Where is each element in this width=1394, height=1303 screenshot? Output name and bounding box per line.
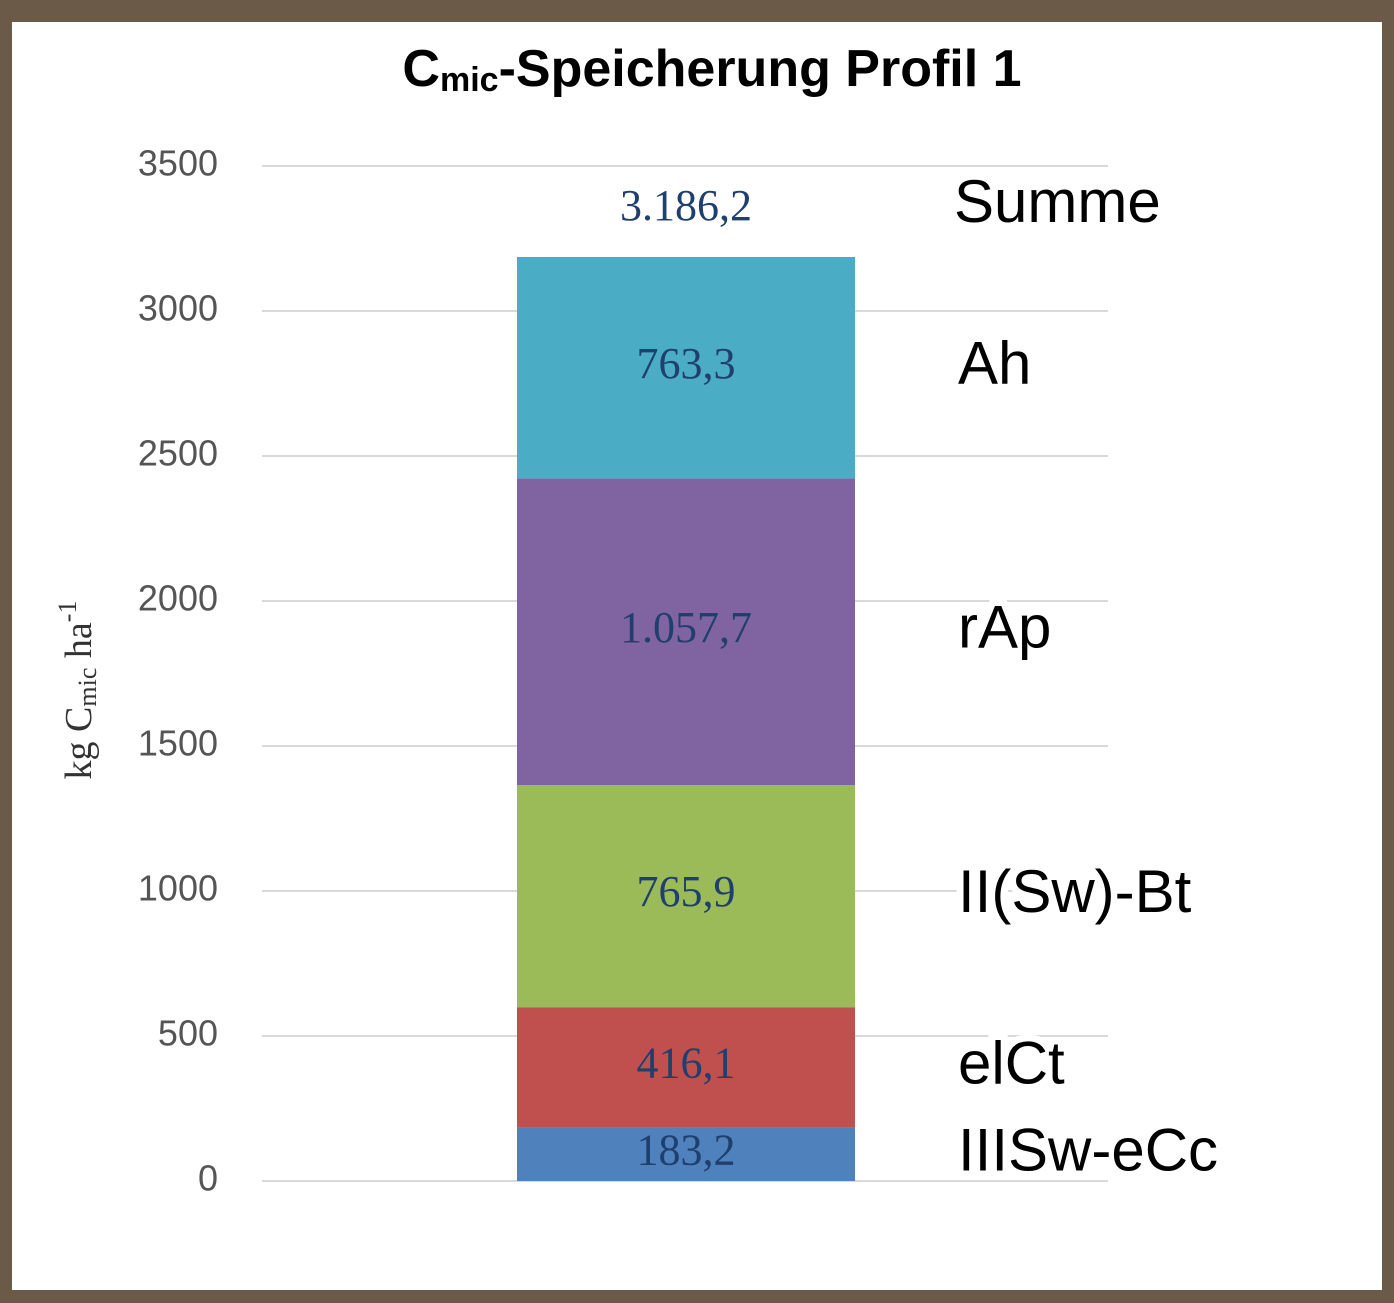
data-label: 763,3 bbox=[637, 339, 736, 388]
total-name: Summe bbox=[954, 168, 1161, 235]
legend-label: elCt bbox=[958, 1029, 1065, 1096]
bar-segment bbox=[517, 1007, 855, 1128]
y-tick-label: 1500 bbox=[138, 723, 218, 764]
legend-label: rAp bbox=[958, 594, 1051, 661]
data-label: 416,1 bbox=[637, 1039, 736, 1088]
title-part: C bbox=[402, 40, 440, 98]
total-label: 3.186,2 bbox=[620, 181, 752, 230]
y-tick-label: 0 bbox=[198, 1158, 218, 1199]
data-label: 765,9 bbox=[637, 867, 736, 916]
y-tick-label: 500 bbox=[158, 1013, 218, 1054]
legend-label: II(Sw)-Bt bbox=[958, 858, 1192, 925]
y-tick-label: 2000 bbox=[138, 578, 218, 619]
bar-segment bbox=[517, 785, 855, 1008]
chart-title: Cmic-Speicherung Profil 1 bbox=[402, 40, 1021, 99]
y-tick-label: 3500 bbox=[138, 143, 218, 184]
y-label-part: kg C bbox=[58, 707, 100, 780]
y-label-sub: mic bbox=[73, 668, 102, 707]
legend-label: IIISw-eCc bbox=[958, 1116, 1218, 1183]
y-axis-label: kg Cmic ha-1 bbox=[53, 601, 102, 780]
y-tick-label: 2500 bbox=[138, 433, 218, 474]
bar-segment bbox=[517, 257, 855, 479]
legend-label: Ah bbox=[958, 330, 1031, 397]
y-label-sup: -1 bbox=[53, 601, 82, 623]
bar-segment bbox=[517, 478, 855, 786]
y-label-part: ha bbox=[58, 622, 100, 668]
y-tick-label: 3000 bbox=[138, 288, 218, 329]
data-label: 183,2 bbox=[637, 1126, 736, 1175]
bar-segment bbox=[517, 1127, 855, 1181]
data-label: 1.057,7 bbox=[620, 603, 752, 652]
title-part: -Speicherung Profil 1 bbox=[499, 40, 1022, 98]
y-tick-label: 1000 bbox=[138, 868, 218, 909]
title-sub: mic bbox=[440, 61, 499, 99]
